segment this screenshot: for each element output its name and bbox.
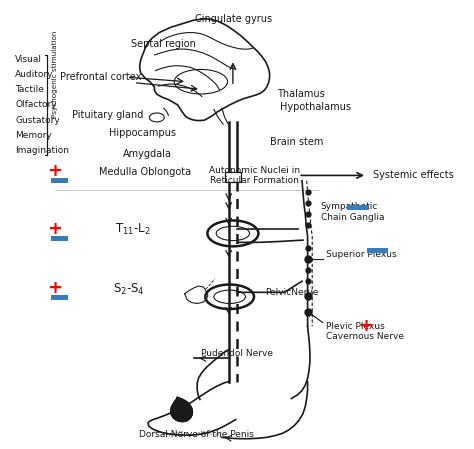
Text: PelvicNerve: PelvicNerve xyxy=(265,288,318,297)
Text: S$_2$-S$_4$: S$_2$-S$_4$ xyxy=(113,282,145,297)
FancyBboxPatch shape xyxy=(51,178,68,183)
FancyBboxPatch shape xyxy=(51,295,68,300)
FancyBboxPatch shape xyxy=(347,205,369,210)
Text: Pudendol Nerve: Pudendol Nerve xyxy=(201,349,273,358)
Text: Septal region: Septal region xyxy=(131,39,196,49)
Text: Plevic Plexus: Plevic Plexus xyxy=(326,322,385,331)
Text: Pituitary gland: Pituitary gland xyxy=(73,110,144,120)
FancyBboxPatch shape xyxy=(225,172,241,182)
Text: +: + xyxy=(358,317,373,335)
Text: Thalamus: Thalamus xyxy=(277,89,325,99)
Text: Medulla Oblongota: Medulla Oblongota xyxy=(99,167,191,177)
Text: Brain stem: Brain stem xyxy=(271,136,324,146)
Text: Dorsal Nerve of the Penis: Dorsal Nerve of the Penis xyxy=(139,430,254,439)
Text: Cavernous Nerve: Cavernous Nerve xyxy=(326,332,404,341)
Text: Psychogenic stimulation: Psychogenic stimulation xyxy=(52,31,58,118)
FancyBboxPatch shape xyxy=(51,236,68,241)
Text: Tactile: Tactile xyxy=(15,85,44,94)
Text: +: + xyxy=(47,279,62,297)
Text: Memory: Memory xyxy=(15,131,52,140)
Text: Superior Plexus: Superior Plexus xyxy=(326,250,397,259)
Text: Gustatory: Gustatory xyxy=(15,115,60,124)
Text: Hippocampus: Hippocampus xyxy=(109,128,176,137)
Text: Visual: Visual xyxy=(15,55,42,64)
Text: +: + xyxy=(47,162,62,180)
Text: +: + xyxy=(47,220,62,238)
Text: Systemic effects: Systemic effects xyxy=(373,171,453,180)
Text: Prefrontal cortex: Prefrontal cortex xyxy=(61,72,142,82)
Text: Auditory: Auditory xyxy=(15,70,54,79)
Text: T$_{11}$-L$_2$: T$_{11}$-L$_2$ xyxy=(115,222,151,238)
Text: Olfactory: Olfactory xyxy=(15,101,57,110)
Polygon shape xyxy=(171,397,192,422)
Text: Imagination: Imagination xyxy=(15,146,69,155)
Text: Hypothalamus: Hypothalamus xyxy=(280,101,351,112)
Text: Autonomic Nuclei in
Reticular Formation: Autonomic Nuclei in Reticular Formation xyxy=(209,166,300,185)
FancyBboxPatch shape xyxy=(367,248,388,253)
Text: Sympathetic
Chain Ganglia: Sympathetic Chain Ganglia xyxy=(320,202,384,222)
Text: Amygdala: Amygdala xyxy=(123,150,172,159)
Text: Cingulate gyrus: Cingulate gyrus xyxy=(195,14,272,24)
